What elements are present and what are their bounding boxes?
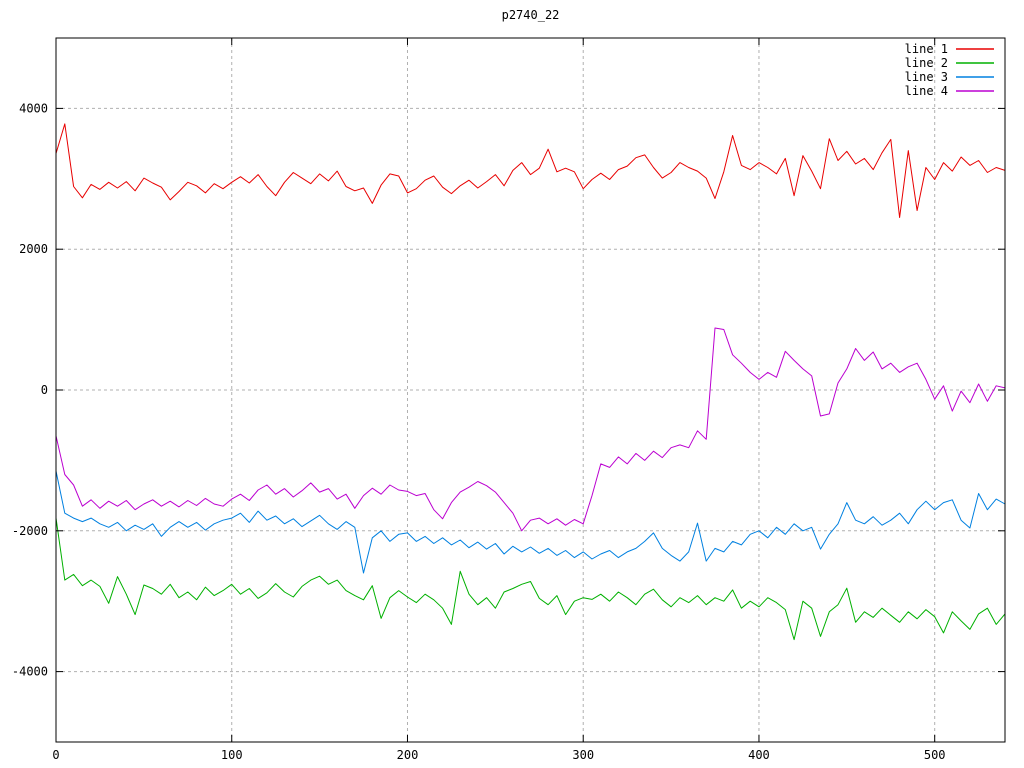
series-line-2 xyxy=(55,518,1006,641)
gridlines xyxy=(56,38,1005,742)
legend-label: line 1 xyxy=(905,42,948,56)
x-tick-label: 200 xyxy=(397,748,419,762)
tick-marks xyxy=(55,38,1005,742)
chart-title: p2740_22 xyxy=(501,8,560,22)
y-tick-label: 2000 xyxy=(19,242,48,256)
series-line-1 xyxy=(55,123,1006,218)
series-line-4 xyxy=(55,327,1006,532)
y-axis-tick-labels: -4000 -2000 0 2000 4000 xyxy=(12,101,48,678)
x-tick-label: 500 xyxy=(924,748,946,762)
legend-label: line 3 xyxy=(905,70,948,84)
y-tick-label: -2000 xyxy=(12,524,48,538)
legend-label: line 2 xyxy=(905,56,948,70)
legend-label: line 4 xyxy=(905,84,948,98)
x-tick-label: 300 xyxy=(572,748,594,762)
x-tick-label: 400 xyxy=(748,748,770,762)
y-tick-label: 0 xyxy=(41,383,48,397)
series-lines xyxy=(55,123,1006,641)
y-tick-label: 4000 xyxy=(19,101,48,115)
x-tick-label: 0 xyxy=(52,748,59,762)
x-axis-tick-labels: 0 100 200 300 400 500 xyxy=(52,748,945,762)
x-tick-label: 100 xyxy=(221,748,243,762)
y-tick-label: -4000 xyxy=(12,665,48,679)
series-line-3 xyxy=(55,470,1006,574)
